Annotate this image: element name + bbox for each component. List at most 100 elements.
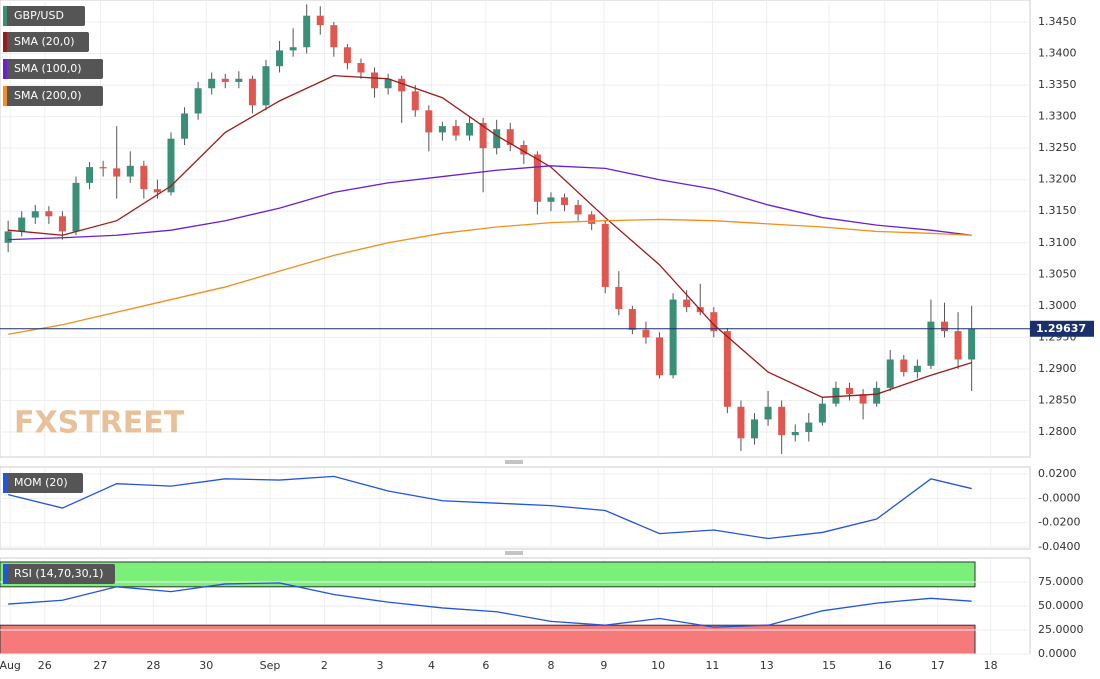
candle-body <box>343 47 351 64</box>
y-tick-label: -0.0200 <box>1038 516 1080 529</box>
y-tick-label: 1.3400 <box>1038 47 1077 60</box>
candle-body <box>18 217 26 232</box>
candle-body <box>520 145 528 155</box>
y-tick-label: 25.0000 <box>1038 623 1084 636</box>
last-price-label: 1.29637 <box>1036 322 1086 335</box>
candle-body <box>4 231 12 243</box>
candle-body <box>954 331 962 360</box>
candle-body <box>208 78 216 89</box>
legend-label: GBP/USD <box>14 9 64 22</box>
legend-label: SMA (20,0) <box>14 35 75 48</box>
candle-body <box>452 126 460 136</box>
candle-body <box>86 167 94 183</box>
x-tick-label: 27 <box>93 659 107 672</box>
legend-swatch <box>3 86 7 106</box>
x-tick-label: 6 <box>482 659 489 672</box>
candle-body <box>371 72 379 89</box>
x-tick-label: 9 <box>600 659 607 672</box>
candle-body <box>153 189 161 193</box>
resize-handle[interactable] <box>505 460 523 555</box>
x-tick-label: 4 <box>428 659 435 672</box>
candle-body <box>615 286 623 310</box>
candle-body <box>818 403 826 423</box>
candle-body <box>805 422 813 433</box>
candle-body <box>913 365 921 373</box>
candle-body <box>628 309 636 330</box>
candle-body <box>31 211 39 218</box>
x-tick-label: 15 <box>822 659 836 672</box>
candle-body <box>751 419 759 439</box>
y-tick-label: 1.2850 <box>1038 393 1077 406</box>
candle-body <box>941 321 949 332</box>
candle-body <box>411 91 419 111</box>
legend-box <box>3 86 103 106</box>
candle-body <box>276 50 284 67</box>
x-tick-label: Sep <box>260 659 281 672</box>
candle-body <box>58 216 66 232</box>
legend-swatch <box>3 473 7 493</box>
y-tick-label: 0.0000 <box>1038 647 1077 660</box>
watermark: FXSTREET <box>14 406 185 441</box>
candle-body <box>683 299 691 308</box>
candle-body <box>764 406 772 420</box>
legend-box <box>3 564 115 584</box>
candle-body <box>642 329 650 338</box>
candle-body <box>601 223 609 287</box>
candle-body <box>113 168 121 177</box>
candle-body <box>99 167 107 169</box>
candle-body <box>669 299 677 376</box>
candle-body <box>289 47 297 51</box>
candle-body <box>221 78 229 82</box>
y-tick-label: 50.0000 <box>1038 599 1084 612</box>
y-tick-label: 1.3050 <box>1038 267 1077 280</box>
candle-body <box>561 197 569 205</box>
y-tick-label: 1.3150 <box>1038 204 1077 217</box>
candle-body <box>248 78 256 106</box>
sma-line <box>8 74 972 398</box>
candle-body <box>330 25 338 48</box>
candle-body <box>140 165 148 190</box>
candle-body <box>723 331 731 407</box>
legend-box <box>3 6 85 26</box>
x-tick-label: 10 <box>651 659 665 672</box>
x-tick-label: 11 <box>705 659 719 672</box>
candle-body <box>126 165 134 177</box>
y-tick-label: 1.3450 <box>1038 15 1077 28</box>
candle-body <box>194 88 202 114</box>
candle-body <box>900 359 908 373</box>
candle-body <box>235 78 243 82</box>
legend-label: RSI (14,70,30,1) <box>14 567 103 580</box>
legend-swatch <box>3 59 7 79</box>
x-tick-label: Aug <box>0 659 21 672</box>
candle-body <box>398 78 406 92</box>
x-tick-label: 13 <box>760 659 774 672</box>
candle-body <box>886 359 894 388</box>
candle-body <box>710 312 718 332</box>
legend-swatch <box>3 564 7 584</box>
y-tick-label: 1.3250 <box>1038 141 1077 154</box>
legend-swatch <box>3 32 7 52</box>
candle-body <box>574 204 582 215</box>
y-tick-label: 1.3350 <box>1038 78 1077 91</box>
candle-body <box>316 15 324 26</box>
y-tick-label: 1.2900 <box>1038 362 1077 375</box>
candle-body <box>466 122 474 136</box>
legend-box <box>3 59 103 79</box>
candle-body <box>873 387 881 404</box>
candle-body <box>547 197 555 202</box>
legend-label: MOM (20) <box>14 476 68 489</box>
x-tick-label: 18 <box>984 659 998 672</box>
overbought-zone <box>0 561 976 588</box>
candle-body <box>384 78 392 89</box>
candle-body <box>493 129 501 149</box>
y-tick-label: 1.3200 <box>1038 173 1077 186</box>
x-tick-label: 8 <box>547 659 554 672</box>
last-price-box <box>1030 320 1094 337</box>
mom-panel <box>0 466 1031 550</box>
x-tick-label: 2 <box>321 659 328 672</box>
candle-body <box>791 432 799 436</box>
candle-body <box>846 387 854 395</box>
y-tick-label: 1.2800 <box>1038 425 1077 438</box>
candle-body <box>303 15 311 48</box>
